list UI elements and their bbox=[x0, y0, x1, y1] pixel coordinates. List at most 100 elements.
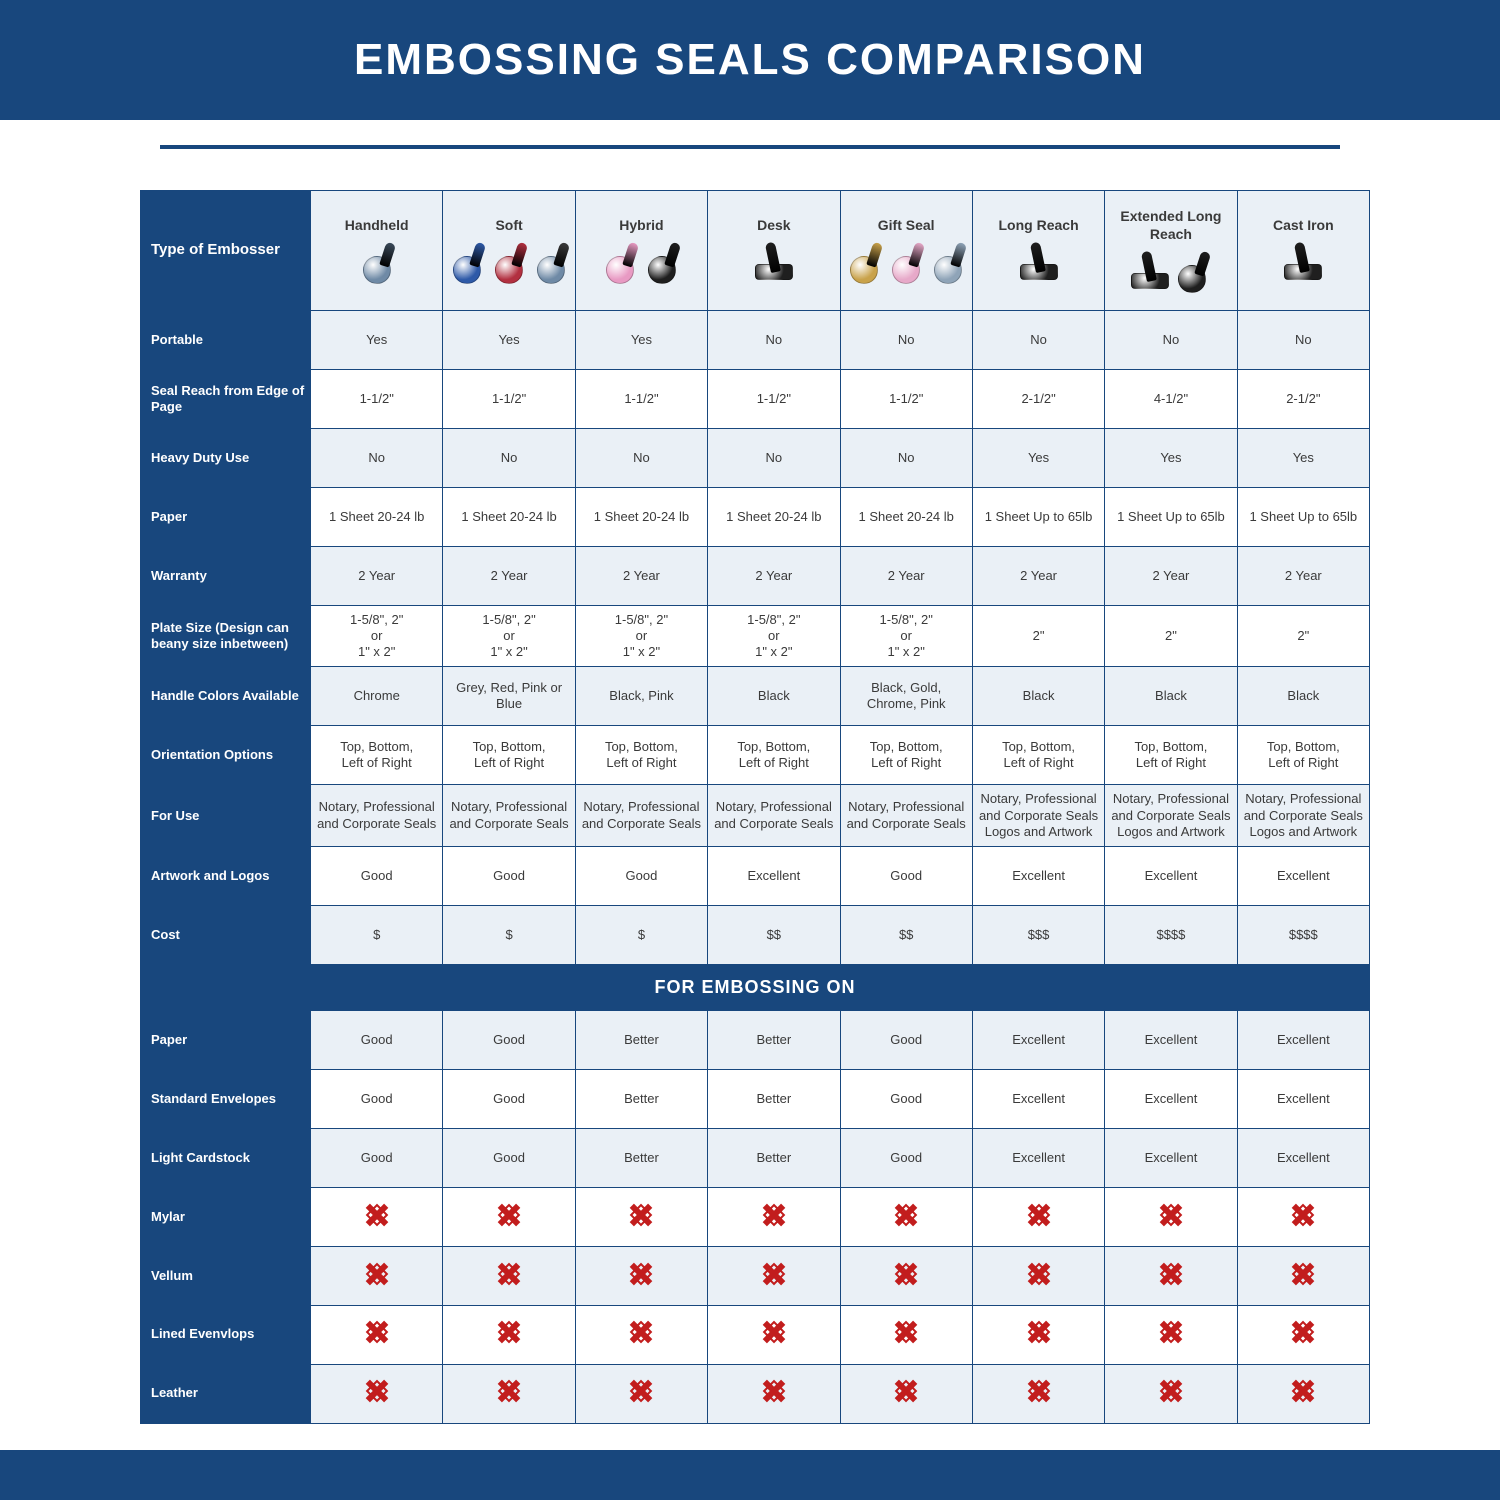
table-cell bbox=[1237, 1364, 1369, 1423]
column-header-gift: Gift Seal bbox=[840, 191, 972, 311]
table-cell: Good bbox=[311, 1128, 443, 1187]
table-cell: 1-1/2" bbox=[311, 369, 443, 428]
table-cell: 2 Year bbox=[708, 546, 840, 605]
table-cell: 2 Year bbox=[840, 546, 972, 605]
table-cell: 1-5/8", 2"or1" x 2" bbox=[311, 605, 443, 667]
table-cell: 1 Sheet 20-24 lb bbox=[311, 487, 443, 546]
table-cell: Yes bbox=[972, 428, 1104, 487]
table-cell: Top, Bottom,Left of Right bbox=[708, 726, 840, 785]
table-cell: Better bbox=[708, 1010, 840, 1069]
column-header-cast: Cast Iron bbox=[1237, 191, 1369, 311]
not-recommended-icon bbox=[895, 1321, 917, 1343]
table-cell: $$$ bbox=[972, 906, 1104, 965]
table-cell: 2-1/2" bbox=[1237, 369, 1369, 428]
table-row: Lined Evenvlops bbox=[141, 1305, 1370, 1364]
table-cell: Top, Bottom,Left of Right bbox=[972, 726, 1104, 785]
table-cell bbox=[1105, 1305, 1237, 1364]
table-row: PaperGoodGoodBetterBetterGoodExcellentEx… bbox=[141, 1010, 1370, 1069]
table-cell: Black, Gold, Chrome, Pink bbox=[840, 667, 972, 726]
not-recommended-icon bbox=[763, 1263, 785, 1285]
table-cell: Excellent bbox=[1105, 847, 1237, 906]
table-cell: 2-1/2" bbox=[972, 369, 1104, 428]
table-cell: Better bbox=[708, 1069, 840, 1128]
table-cell bbox=[972, 1305, 1104, 1364]
type-of-embosser-label: Type of Embosser bbox=[141, 191, 311, 311]
embosser-icon bbox=[315, 240, 438, 284]
table-cell: Good bbox=[443, 1010, 575, 1069]
table-cell: Notary, Professional and Corporate Seals bbox=[840, 785, 972, 847]
table-cell bbox=[708, 1305, 840, 1364]
not-recommended-icon bbox=[498, 1204, 520, 1226]
title-underline bbox=[160, 145, 1340, 149]
table-cell: Excellent bbox=[1237, 1010, 1369, 1069]
table-cell: Black bbox=[972, 667, 1104, 726]
embosser-glyph bbox=[1173, 249, 1211, 293]
row-label: Portable bbox=[141, 311, 311, 370]
not-recommended-icon bbox=[895, 1380, 917, 1402]
row-label: Plate Size (Design can beany size inbetw… bbox=[141, 605, 311, 667]
table-cell bbox=[575, 1305, 707, 1364]
table-cell bbox=[972, 1246, 1104, 1305]
table-cell: No bbox=[1237, 311, 1369, 370]
table-cell bbox=[840, 1305, 972, 1364]
embosser-glyph bbox=[929, 240, 967, 284]
table-cell: 1-5/8", 2"or1" x 2" bbox=[840, 605, 972, 667]
row-label: Cost bbox=[141, 906, 311, 965]
table-cell bbox=[443, 1364, 575, 1423]
table-cell bbox=[1237, 1187, 1369, 1246]
table-cell: Notary, Professional and Corporate Seals bbox=[708, 785, 840, 847]
embosser-icon bbox=[977, 240, 1100, 284]
table-row: Warranty2 Year2 Year2 Year2 Year2 Year2 … bbox=[141, 546, 1370, 605]
table-cell bbox=[1105, 1187, 1237, 1246]
table-body: PortableYesYesYesNoNoNoNoNoSeal Reach fr… bbox=[141, 311, 1370, 1424]
table-cell: Top, Bottom,Left of Right bbox=[575, 726, 707, 785]
embosser-icon bbox=[580, 240, 703, 284]
table-cell bbox=[840, 1364, 972, 1423]
table-cell: 2 Year bbox=[1105, 546, 1237, 605]
not-recommended-icon bbox=[1160, 1380, 1182, 1402]
section-band: FOR EMBOSSING ON bbox=[141, 964, 1370, 1010]
row-label: Heavy Duty Use bbox=[141, 428, 311, 487]
table-row: Handle Colors AvailableChromeGrey, Red, … bbox=[141, 667, 1370, 726]
table-cell: Excellent bbox=[1105, 1069, 1237, 1128]
table-cell bbox=[1237, 1305, 1369, 1364]
table-cell bbox=[443, 1305, 575, 1364]
table-row: For UseNotary, Professional and Corporat… bbox=[141, 785, 1370, 847]
not-recommended-icon bbox=[1292, 1380, 1314, 1402]
not-recommended-icon bbox=[1292, 1204, 1314, 1226]
column-header-soft: Soft bbox=[443, 191, 575, 311]
not-recommended-icon bbox=[498, 1380, 520, 1402]
table-row: Paper1 Sheet 20-24 lb1 Sheet 20-24 lb1 S… bbox=[141, 487, 1370, 546]
table-cell: Excellent bbox=[972, 1069, 1104, 1128]
table-cell: Good bbox=[840, 847, 972, 906]
embosser-glyph bbox=[845, 240, 883, 284]
table-cell: No bbox=[1105, 311, 1237, 370]
table-row: Mylar bbox=[141, 1187, 1370, 1246]
not-recommended-icon bbox=[366, 1321, 388, 1343]
table-cell: No bbox=[972, 311, 1104, 370]
table-cell: Top, Bottom,Left of Right bbox=[311, 726, 443, 785]
table-row: Orientation OptionsTop, Bottom,Left of R… bbox=[141, 726, 1370, 785]
table-cell: Good bbox=[311, 847, 443, 906]
column-header-label: Soft bbox=[447, 217, 570, 235]
not-recommended-icon bbox=[1028, 1380, 1050, 1402]
table-cell: Chrome bbox=[311, 667, 443, 726]
table-cell bbox=[840, 1187, 972, 1246]
table-cell: Notary, Professional and Corporate Seals… bbox=[972, 785, 1104, 847]
embosser-glyph bbox=[643, 240, 681, 284]
not-recommended-icon bbox=[630, 1204, 652, 1226]
table-cell: Better bbox=[708, 1128, 840, 1187]
table-cell: 2 Year bbox=[1237, 546, 1369, 605]
table-cell: Good bbox=[840, 1128, 972, 1187]
column-header-label: Cast Iron bbox=[1242, 217, 1365, 235]
column-header-label: Long Reach bbox=[977, 217, 1100, 235]
table-cell: Good bbox=[443, 1069, 575, 1128]
embosser-icon bbox=[712, 240, 835, 284]
table-cell bbox=[708, 1364, 840, 1423]
table-cell: No bbox=[840, 311, 972, 370]
table-cell: Excellent bbox=[1237, 1069, 1369, 1128]
row-label: Warranty bbox=[141, 546, 311, 605]
not-recommended-icon bbox=[1292, 1321, 1314, 1343]
not-recommended-icon bbox=[763, 1380, 785, 1402]
table-cell bbox=[311, 1246, 443, 1305]
